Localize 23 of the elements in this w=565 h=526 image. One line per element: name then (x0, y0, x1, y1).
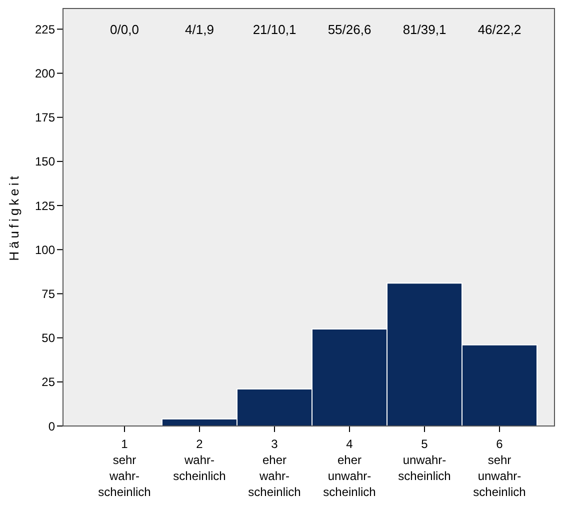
annotation: 55/26,6 (328, 22, 372, 37)
annotation: 81/39,1 (402, 22, 446, 37)
y-tick-label: 50 (42, 331, 56, 346)
y-tick-label: 150 (34, 154, 56, 169)
annotation: 46/22,2 (478, 22, 522, 37)
y-tick-label: 200 (34, 66, 56, 81)
annotation: 4/1,9 (185, 22, 214, 37)
y-tick-label: 125 (34, 198, 56, 213)
x-tick-label: 5 unwahr- scheinlich (398, 437, 451, 483)
y-tick-label: 25 (42, 375, 56, 390)
x-tick-label: 4 eher unwahr- scheinlich (323, 437, 376, 499)
y-tick-label: 75 (42, 286, 56, 301)
y-tick-label: 0 (48, 419, 56, 434)
y-axis-title: Häufigkeit (6, 173, 22, 261)
annotation: 0/0,0 (110, 22, 139, 37)
y-tick-label: 225 (34, 22, 56, 36)
x-tick-label: 3 eher wahr- scheinlich (248, 437, 301, 499)
x-tick-label: 2 wahr- scheinlich (173, 437, 226, 483)
y-tick-label: 175 (34, 110, 56, 125)
x-tick-label: 6 sehr unwahr- scheinlich (473, 437, 526, 499)
annotation: 21/10,1 (252, 22, 296, 37)
y-tick-label: 100 (34, 242, 56, 257)
x-tick-label: 1 sehr wahr- scheinlich (98, 437, 151, 499)
